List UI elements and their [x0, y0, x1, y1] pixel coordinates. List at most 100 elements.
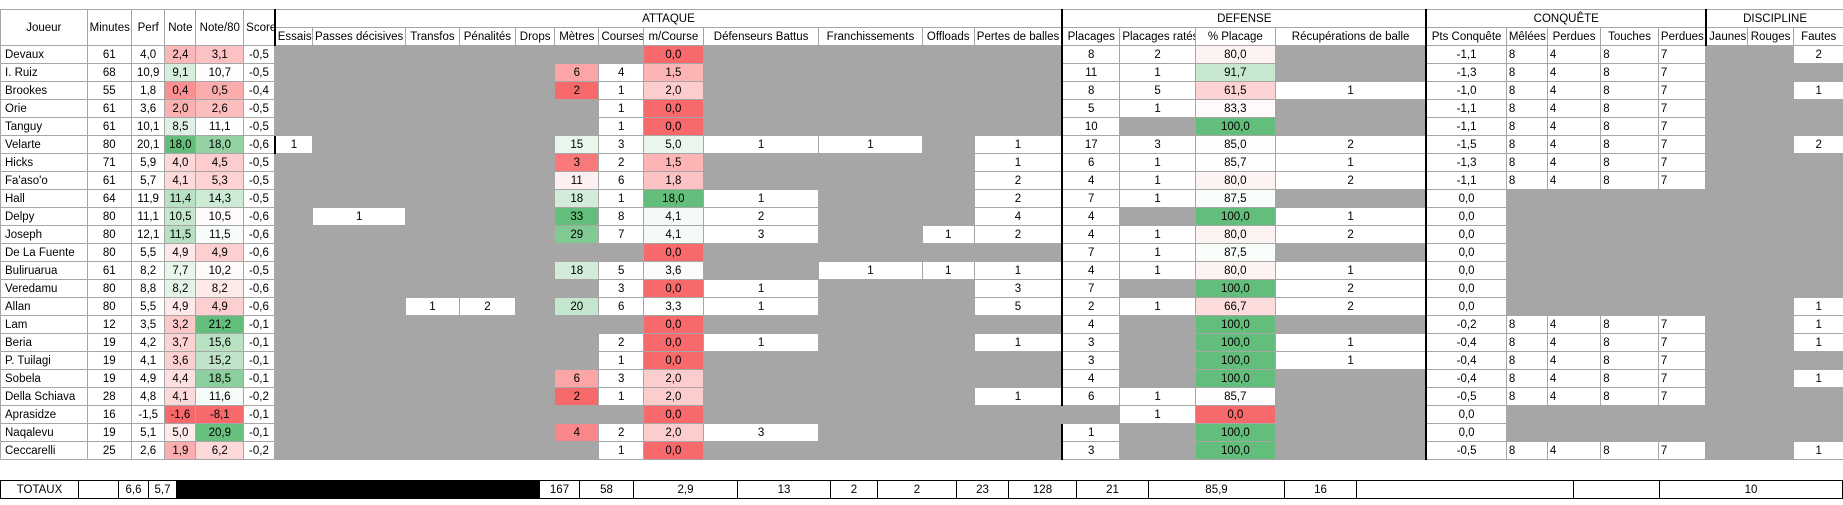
cell-rouges: [1746, 81, 1794, 100]
cell-offloads: [921, 387, 975, 406]
cell-note: 0,4: [164, 81, 196, 100]
cell-pctplac: 100,0: [1194, 315, 1276, 334]
cell-passes: [312, 261, 406, 280]
cell-placages: 4: [1061, 171, 1120, 190]
cell-touches: [1600, 423, 1659, 442]
cell-courses: 1: [598, 99, 644, 118]
cell-transfos: [405, 81, 460, 100]
cell-touches: [1600, 243, 1659, 262]
section-header-defense: DEFENSE: [1061, 9, 1427, 28]
cell-defbattus: 3: [702, 225, 819, 244]
cell-essais: [273, 315, 313, 334]
cell-franch: [818, 171, 923, 190]
cell-perdues1: 4: [1546, 369, 1601, 388]
cell-mcourse: 0,0: [642, 351, 704, 370]
cell-fautes: 2: [1793, 135, 1843, 154]
cell-ptsconq: 0,0: [1425, 243, 1507, 262]
cell-offloads: [921, 351, 975, 370]
cell-franch: [818, 423, 923, 442]
cell-perdues1: 4: [1546, 135, 1601, 154]
cell-perf: 8,2: [131, 261, 165, 280]
cell-penalites: [458, 45, 516, 64]
cell-transfos: [405, 225, 460, 244]
totals-label: TOTAUX: [0, 480, 79, 499]
player-row: Velarte 80 20,1 18,0 18,0 -0,6 1 15 3 5,0 1 1 1 17 3 85…: [0, 135, 1843, 154]
cell-essais: [273, 81, 313, 100]
cell-franch: [818, 369, 923, 388]
cell-note: 4,9: [164, 297, 196, 316]
cell-pertes: [973, 243, 1063, 262]
cell-pctplac: 80,0: [1194, 225, 1276, 244]
column-header-discipline-0: Jaunes: [1705, 27, 1748, 46]
cell-recup: [1274, 117, 1427, 136]
player-row: Joseph 80 12,1 11,5 11,5 -0,6 29 7 4,1 3 1 2 4 1 80,0 2…: [0, 225, 1843, 244]
cell-note80: 14,3: [195, 189, 244, 208]
cell-essais: [273, 351, 313, 370]
cell-essais: [273, 369, 313, 388]
column-header-attaque-5: Mètres: [554, 27, 599, 46]
cell-score: -0,6: [243, 225, 275, 244]
cell-transfos: [405, 405, 460, 424]
cell-transfos: [405, 171, 460, 190]
cell-placrates: 1: [1119, 261, 1196, 280]
totals-offloads: 2: [877, 480, 957, 499]
cell-touches: [1600, 279, 1659, 298]
cell-pctplac: 87,5: [1194, 243, 1276, 262]
cell-offloads: [921, 117, 975, 136]
cell-penalites: [458, 405, 516, 424]
cell-placrates: 1: [1119, 243, 1196, 262]
cell-passes: [312, 225, 406, 244]
cell-perf: 8,8: [131, 279, 165, 298]
cell-perdues2: 7: [1657, 333, 1707, 352]
cell-placrates: 1: [1119, 225, 1196, 244]
cell-penalites: [458, 261, 516, 280]
cell-transfos: [405, 45, 460, 64]
cell-rouges: [1746, 405, 1794, 424]
cell-offloads: [921, 189, 975, 208]
cell-placages: 8: [1061, 81, 1120, 100]
player-row: Veredamu 80 8,8 8,2 8,2 -0,6 3 0,0 1 3 7 100,0 2 0,0: [0, 279, 1843, 298]
cell-placrates: 1: [1119, 189, 1196, 208]
cell-perdues1: [1546, 297, 1601, 316]
cell-score: -0,1: [243, 351, 275, 370]
cell-note: 8,5: [164, 117, 196, 136]
cell-rouges: [1746, 243, 1794, 262]
column-header-name: Joueur: [0, 9, 88, 46]
cell-perdues1: 4: [1546, 315, 1601, 334]
cell-jaunes: [1705, 297, 1748, 316]
cell-fautes: [1793, 63, 1843, 82]
cell-courses: 2: [598, 153, 644, 172]
cell-passes: [312, 351, 406, 370]
cell-franch: [818, 405, 923, 424]
cell-ptsconq: -1,3: [1425, 63, 1507, 82]
cell-offloads: [921, 297, 975, 316]
cell-note80: 4,9: [195, 297, 244, 316]
player-row: Orie 61 3,6 2,0 2,6 -0,5 1 0,0 5 1 83,3 -1,1 8 4 8 7: [0, 99, 1843, 118]
cell-drops: [515, 279, 555, 298]
cell-offloads: [921, 81, 975, 100]
totals-mcourse: 2,9: [633, 480, 738, 499]
cell-note80: 5,3: [195, 171, 244, 190]
cell-jaunes: [1705, 315, 1748, 334]
cell-fautes: 1: [1793, 297, 1843, 316]
cell-placages: 3: [1061, 333, 1120, 352]
cell-metres: 2: [554, 81, 599, 100]
cell-offloads: 1: [921, 225, 975, 244]
cell-placages: 11: [1061, 63, 1120, 82]
cell-pctplac: 80,0: [1194, 261, 1276, 280]
cell-franch: [818, 189, 923, 208]
cell-penalites: [458, 189, 516, 208]
cell-perdues1: [1546, 189, 1601, 208]
cell-perf: 12,1: [131, 225, 165, 244]
cell-perf: 11,1: [131, 207, 165, 226]
cell-note: 4,4: [164, 369, 196, 388]
cell-placages: 3: [1061, 351, 1120, 370]
cell-drops: [515, 153, 555, 172]
totals-franch: 2: [830, 480, 878, 499]
cell-melees: 8: [1505, 315, 1548, 334]
cell-jaunes: [1705, 279, 1748, 298]
cell-perdues2: [1657, 405, 1707, 424]
cell-minutes: 71: [86, 153, 132, 172]
cell-pertes: 1: [973, 387, 1063, 406]
cell-passes: [312, 171, 406, 190]
